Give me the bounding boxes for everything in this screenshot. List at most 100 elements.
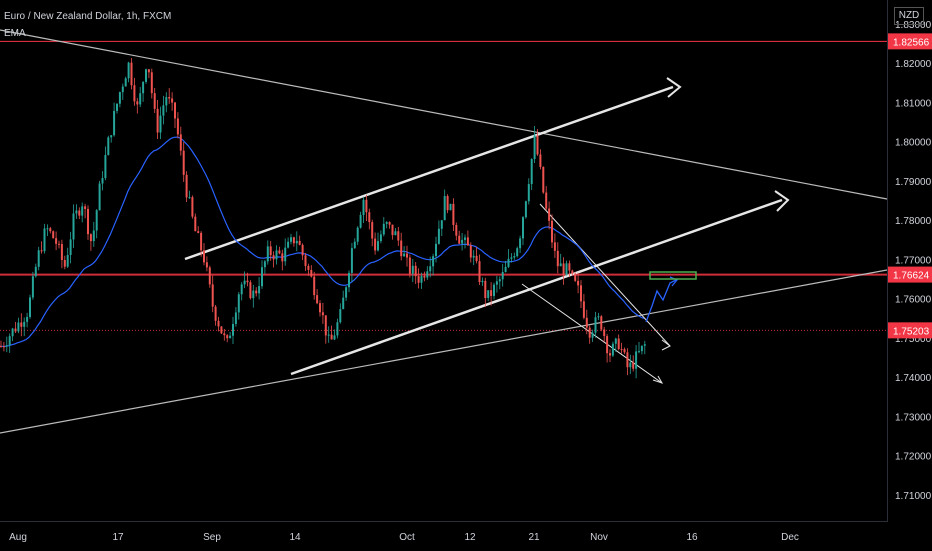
candle-body	[545, 192, 548, 209]
candle-body	[200, 232, 203, 251]
candle-body	[5, 345, 8, 347]
projection-arrow-head	[669, 276, 679, 287]
time-tick-label: Dec	[781, 532, 799, 543]
candle-body	[371, 222, 374, 239]
candle-body	[481, 280, 484, 283]
price-tick-label: 1.83000	[895, 20, 932, 31]
candle-body	[333, 335, 336, 340]
candle-body	[290, 237, 292, 242]
candle-body	[406, 253, 408, 258]
candle-body	[626, 352, 629, 368]
price-tick-label: 1.74000	[895, 373, 932, 384]
candle-body	[78, 210, 81, 216]
candle-body	[220, 326, 223, 334]
candle-body	[159, 115, 162, 133]
candle-body	[255, 290, 258, 294]
candle-body	[577, 280, 580, 286]
price-tick-label: 1.82000	[895, 59, 932, 70]
candle-body	[379, 234, 382, 242]
candle-body	[562, 263, 565, 276]
candle-body	[336, 322, 339, 336]
candle-body	[168, 97, 171, 99]
candle-body	[81, 206, 84, 216]
candle-body	[440, 220, 443, 229]
price-tick-label: 1.77000	[895, 255, 932, 266]
candle-body	[461, 239, 464, 244]
candle-body	[504, 266, 507, 273]
candle-body	[281, 253, 284, 262]
candle-body	[0, 346, 2, 348]
candle-body	[31, 276, 34, 298]
candle-body	[89, 234, 92, 242]
price-badge-label: 1.75203	[893, 326, 930, 337]
time-tick-label: Aug	[9, 532, 27, 543]
candle-body	[249, 282, 252, 299]
candle-body	[603, 329, 606, 337]
candle-body	[516, 248, 519, 257]
price-tick-label: 1.75000	[895, 334, 932, 345]
candle-body	[414, 265, 417, 277]
candle-body	[400, 240, 403, 257]
candle-body	[553, 242, 556, 251]
candle-body	[232, 324, 234, 336]
channel-upper-line	[184, 85, 674, 261]
time-tick-label: Nov	[590, 532, 608, 543]
candle-body	[542, 166, 545, 193]
candle-body	[403, 253, 406, 257]
candle-body	[385, 222, 388, 224]
candle-body	[588, 327, 591, 338]
price-axis[interactable]	[887, 0, 932, 522]
candle-body	[63, 260, 66, 267]
candle-body	[142, 81, 145, 94]
candle-body	[113, 110, 116, 136]
candle-body	[551, 220, 553, 243]
wedge-arrow-lower	[652, 375, 664, 384]
candle-body	[524, 201, 527, 218]
candle-body	[266, 246, 269, 262]
time-tick-label: 16	[686, 532, 698, 543]
candle-body	[446, 196, 449, 211]
candle-body	[437, 228, 440, 244]
candle-body	[246, 280, 249, 283]
candle-body	[69, 239, 72, 255]
indicator-label[interactable]: EMA	[4, 28, 26, 39]
candle-body	[321, 312, 324, 316]
candle-body	[368, 212, 371, 223]
candle-body	[493, 284, 495, 296]
candle-body	[475, 255, 478, 262]
candle-body	[571, 270, 574, 274]
candle-body	[234, 312, 237, 325]
candle-body	[327, 334, 330, 336]
currency-label[interactable]: NZD	[894, 7, 924, 25]
candle-body	[49, 228, 52, 232]
time-tick-label: 12	[464, 532, 476, 543]
candle-body	[432, 256, 435, 267]
price-tick-label: 1.78000	[895, 216, 932, 227]
candle-body	[37, 250, 40, 267]
candle-body	[330, 334, 333, 340]
candle-body	[287, 241, 290, 248]
candle-body	[116, 103, 118, 111]
candle-body	[23, 321, 26, 327]
candle-body	[319, 303, 321, 313]
candle-body	[411, 265, 414, 274]
candle-body	[92, 230, 95, 242]
candle-body	[507, 258, 510, 267]
candle-body	[55, 238, 58, 244]
time-axis[interactable]	[0, 521, 887, 551]
candle-body	[203, 250, 205, 263]
candle-body	[162, 105, 165, 116]
candle-body	[614, 338, 617, 344]
candle-body	[443, 196, 446, 221]
candle-body	[153, 93, 156, 109]
candle-body	[522, 217, 524, 239]
candle-body	[353, 241, 356, 249]
candle-body	[145, 69, 147, 82]
candle-body	[275, 250, 278, 260]
candle-body	[408, 257, 411, 274]
candle-body	[269, 246, 272, 256]
symbol-title[interactable]: Euro / New Zealand Dollar, 1h, FXCM	[4, 11, 172, 22]
candle-body	[382, 223, 385, 235]
candle-body	[429, 266, 432, 272]
